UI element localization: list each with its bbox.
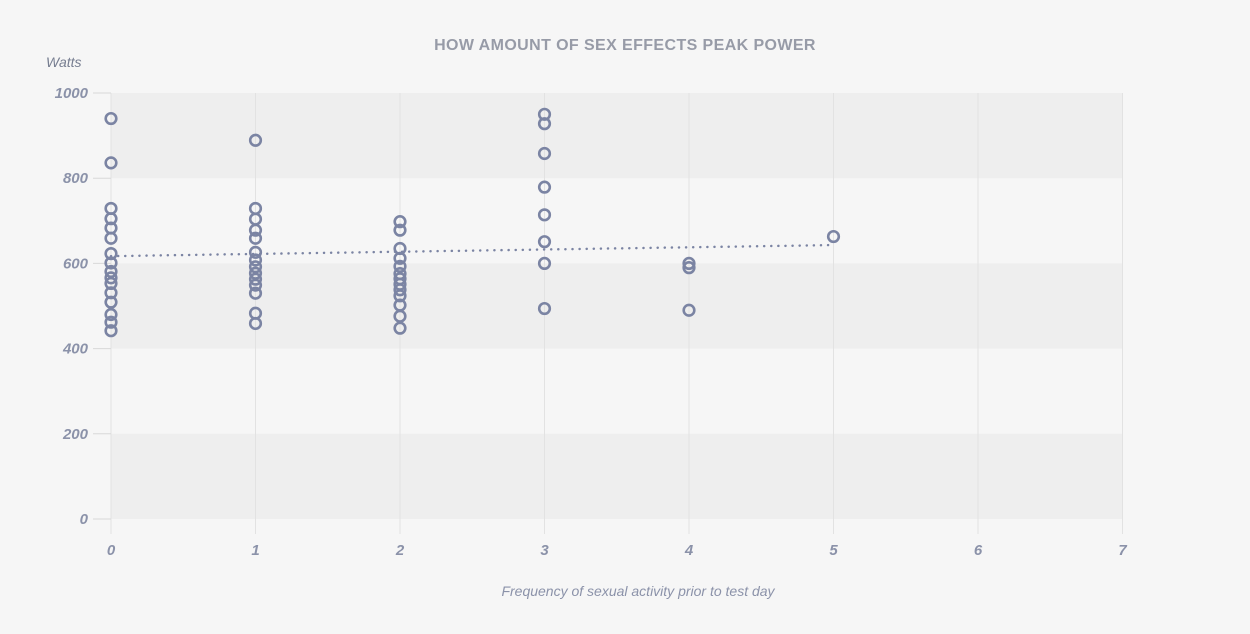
data-point (248, 133, 263, 147)
chart-title: HOW AMOUNT OF SEX EFFECTS PEAK POWER (434, 37, 816, 54)
band-stripe (111, 433, 1123, 519)
x-tick-label: 3 (540, 542, 549, 559)
data-point (104, 256, 118, 270)
data-point (393, 215, 407, 229)
y-tick-label: 400 (62, 341, 89, 358)
data-point (248, 278, 263, 292)
y-tick-label: 0 (80, 511, 89, 528)
data-point (104, 324, 118, 338)
data-point (682, 303, 696, 317)
x-tick-label: 2 (395, 542, 405, 559)
data-point (104, 231, 118, 245)
data-point (104, 264, 118, 279)
data-point (393, 223, 407, 237)
data-point (537, 301, 552, 316)
data-point (104, 295, 118, 309)
band-stripe (111, 93, 1123, 179)
x-tick-label: 5 (829, 542, 838, 559)
data-point (104, 315, 118, 329)
data-point (104, 156, 118, 170)
data-point (248, 272, 263, 286)
data-point (248, 231, 263, 245)
data-point (393, 251, 407, 265)
data-point (826, 229, 841, 244)
data-point (248, 266, 263, 280)
data-point (393, 259, 407, 273)
data-point (104, 271, 118, 285)
x-tick-label: 4 (684, 542, 694, 559)
data-point (104, 307, 118, 322)
data-point (537, 117, 552, 131)
x-tick-label: 7 (1118, 542, 1127, 559)
data-point (248, 260, 263, 274)
data-point (248, 223, 263, 237)
data-point (248, 286, 263, 300)
x-tick-label: 1 (251, 542, 259, 559)
data-point (537, 180, 552, 194)
data-point (682, 261, 696, 275)
y-tick-label: 200 (62, 426, 89, 443)
data-point (537, 256, 552, 271)
data-point (248, 253, 263, 267)
data-point (393, 283, 407, 297)
data-point (393, 321, 407, 335)
y-axis-unit-label: Watts (46, 54, 82, 70)
y-tick-label: 600 (63, 255, 89, 272)
data-point (682, 256, 696, 271)
data-point (104, 111, 118, 126)
x-axis-title: Frequency of sexual activity prior to te… (501, 583, 775, 599)
x-tick-label: 0 (107, 542, 116, 559)
x-tick-label: 6 (974, 542, 983, 559)
data-point (248, 316, 263, 331)
data-point (248, 245, 263, 259)
data-point (537, 146, 552, 161)
data-point (537, 235, 552, 249)
data-point (393, 309, 407, 323)
trend-line (109, 243, 835, 258)
y-tick-label: 800 (63, 170, 89, 187)
data-point (537, 208, 552, 222)
y-tick-label: 1000 (55, 85, 89, 102)
band-stripe (111, 263, 1123, 349)
